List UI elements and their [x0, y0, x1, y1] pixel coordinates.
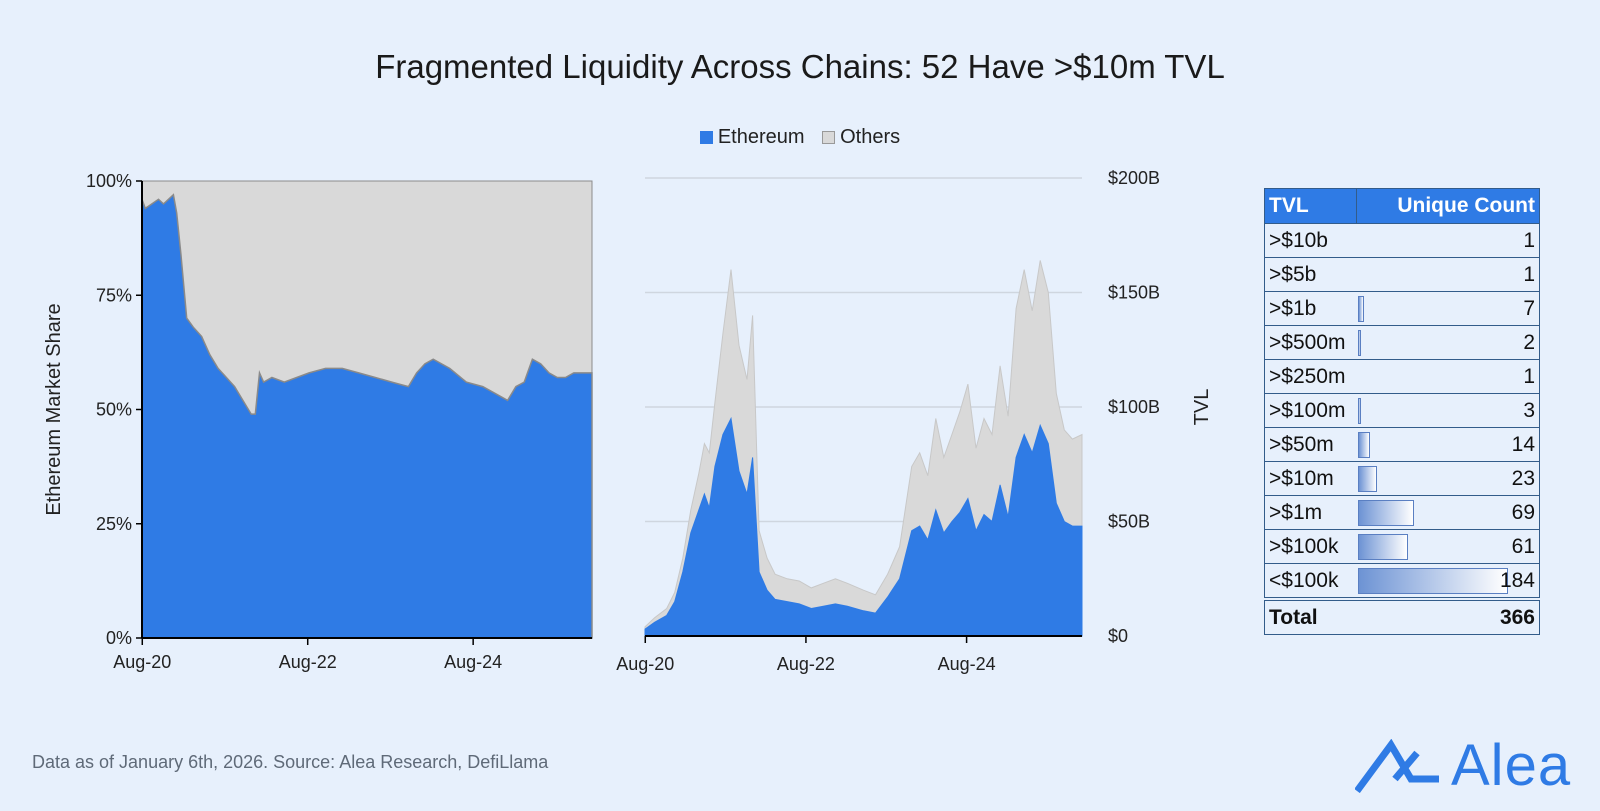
data-bar [1358, 533, 1408, 560]
table-body: >$10b 1 >$5b 1 >$1b 7 >$500m 2 >$250m 1 >$100m 3 >$5… [1264, 223, 1540, 600]
table-row: >$10m 23 [1264, 461, 1540, 496]
data-bar-cell [1356, 291, 1448, 326]
data-bar [1358, 295, 1364, 322]
data-bar-cell [1356, 359, 1448, 394]
tvl-bucket-label: >$5b [1264, 257, 1357, 292]
total-label: Total [1264, 597, 1357, 635]
unique-count-value: 23 [1447, 461, 1540, 496]
y-tick-label-0: $0 [1108, 626, 1128, 646]
alea-logo-text: Alea [1451, 733, 1572, 798]
data-bar [1358, 329, 1362, 356]
data-bar-cell [1356, 427, 1448, 462]
tvl-bucket-label: >$1b [1264, 291, 1357, 326]
table-row: >$100k 61 [1264, 529, 1540, 564]
data-bar [1358, 431, 1370, 458]
unique-count-value: 61 [1447, 529, 1540, 564]
tvl-bucket-label: >$50m [1264, 427, 1357, 462]
legend-label-others: Others [840, 126, 901, 148]
tvl-bucket-label: >$250m [1264, 359, 1357, 394]
data-bar-cell [1356, 563, 1509, 600]
legend-swatch-ethereum [699, 131, 713, 144]
unique-count-value: 184 [1447, 563, 1540, 600]
unique-count-value: 3 [1447, 393, 1540, 428]
table-row: >$5b 1 [1264, 257, 1540, 292]
source-footnote: Data as of January 6th, 2026. Source: Al… [32, 752, 549, 772]
x-tick-label-aug-20: Aug-20 [616, 654, 674, 674]
x-tick-label-aug-24: Aug-24 [444, 652, 502, 672]
table-row: >$1b 7 [1264, 291, 1540, 326]
unique-count-value: 1 [1447, 223, 1540, 258]
table-header-tvl: TVL [1264, 188, 1357, 224]
y-tick-label-25: 25% [96, 514, 132, 534]
unique-count-value: 1 [1447, 359, 1540, 394]
y-tick-label-100b: $100B [1108, 397, 1160, 417]
data-bar-cell [1356, 257, 1448, 292]
y-axis-title: TVL [1191, 389, 1213, 426]
tvl-bucket-label: >$500m [1264, 325, 1357, 360]
data-bar-cell [1356, 495, 1448, 530]
x-tick-label-aug-24: Aug-24 [938, 654, 996, 674]
y-axis-title: Ethereum Market Share [43, 303, 65, 515]
legend-label-ethereum: Ethereum [717, 126, 805, 148]
data-bar-cell [1356, 393, 1448, 428]
table-header-unique-count: Unique Count [1355, 188, 1541, 224]
y-tick-label-150b: $150B [1108, 283, 1160, 303]
data-bar [1358, 499, 1415, 526]
ethereum-share-area [141, 193, 593, 639]
tvl-bucket-label: <$100k [1264, 563, 1357, 600]
table-header-row: TVL Unique Count [1264, 188, 1541, 224]
y-tick-label-50b: $50B [1108, 512, 1150, 532]
data-bar [1358, 465, 1377, 492]
legend: Ethereum Others [0, 126, 1600, 150]
data-bar [1358, 397, 1362, 424]
x-tick-label-aug-22: Aug-22 [279, 652, 337, 672]
unique-count-value: 1 [1447, 257, 1540, 292]
table-row: >$100m 3 [1264, 393, 1540, 428]
y-tick-label-75: 75% [96, 285, 132, 305]
unique-count-value: 7 [1447, 291, 1540, 326]
y-tick-label-200b: $200B [1108, 168, 1160, 188]
data-bar-cell [1356, 461, 1448, 496]
data-bar-cell [1356, 325, 1448, 360]
tvl-count-table: TVL Unique Count >$10b 1 >$5b 1 >$1b 7 >$500m 2… [1264, 188, 1541, 635]
data-bar-cell [1356, 529, 1448, 564]
chart-title: Fragmented Liquidity Across Chains: 52 H… [375, 48, 1225, 85]
table-row: >$250m 1 [1264, 359, 1540, 394]
total-bar-cell [1356, 597, 1448, 635]
table-row: >$1m 69 [1264, 495, 1540, 530]
tvl-bucket-label: >$1m [1264, 495, 1357, 530]
x-tick-label-aug-22: Aug-22 [777, 654, 835, 674]
unique-count-value: 2 [1447, 325, 1540, 360]
table-row: >$500m 2 [1264, 325, 1540, 360]
total-value: 366 [1447, 597, 1540, 635]
table-total-row: Total 366 [1264, 597, 1540, 635]
tvl-bucket-label: >$10b [1264, 223, 1357, 258]
tvl-bucket-label: >$100m [1264, 393, 1357, 428]
alea-logo-icon [1355, 738, 1439, 793]
ethereum-tvl-area [644, 416, 1083, 637]
y-tick-label-50: 50% [96, 400, 132, 420]
table-row: >$10b 1 [1264, 223, 1540, 258]
legend-swatch-others [822, 131, 836, 144]
y-tick-label-100: 100% [86, 171, 132, 191]
legend-item-ethereum: Ethereum [699, 126, 805, 149]
unique-count-value: 69 [1447, 495, 1540, 530]
table-row: >$50m 14 [1264, 427, 1540, 462]
x-tick-label-aug-20: Aug-20 [113, 652, 171, 672]
alea-logo: Alea [1355, 732, 1571, 799]
data-bar-cell [1356, 223, 1448, 258]
tvl-bucket-label: >$10m [1264, 461, 1357, 496]
tvl-chart: $0 $50B $100B $150B $200B Aug-20 Aug-22 Aug-24 T… [616, 168, 1213, 674]
y-tick-label-0: 0% [106, 628, 132, 648]
table-row: <$100k 184 [1264, 563, 1540, 600]
legend-item-others: Others [822, 126, 900, 149]
market-share-chart: 0% 25% 50% 75% 100% Aug-20 Aug-22 Aug-24 Ethereu… [43, 171, 593, 672]
unique-count-value: 14 [1447, 427, 1540, 462]
tvl-bucket-label: >$100k [1264, 529, 1357, 564]
